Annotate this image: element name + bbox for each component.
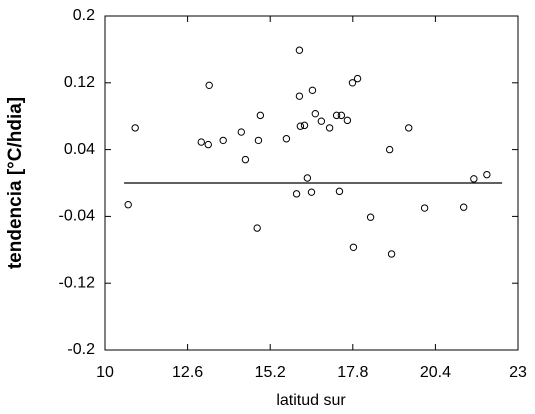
- point: [387, 250, 396, 258]
- point: [337, 111, 346, 120]
- point: [205, 81, 213, 90]
- point: [483, 170, 491, 179]
- point: [405, 124, 413, 132]
- y-tick-label: -0.2: [67, 341, 95, 358]
- point: [459, 203, 468, 211]
- point: [308, 86, 317, 95]
- point: [300, 121, 309, 130]
- point: [197, 138, 205, 146]
- point: [307, 188, 316, 196]
- point: [317, 117, 326, 125]
- point: [204, 140, 212, 149]
- point: [124, 201, 132, 209]
- point: [325, 124, 334, 132]
- point: [348, 79, 357, 87]
- x-tick-label: 12.6: [172, 364, 203, 381]
- point: [253, 224, 261, 232]
- y-axis-label: tendencia [°C/hdia]: [5, 97, 26, 269]
- point: [219, 136, 227, 145]
- point: [349, 243, 358, 251]
- x-tick-label: 15.2: [255, 364, 286, 381]
- point: [282, 135, 291, 143]
- y-tick-label: -0.04: [59, 208, 96, 225]
- point: [256, 111, 265, 120]
- point: [366, 213, 375, 221]
- point: [420, 204, 429, 212]
- point: [311, 109, 320, 118]
- x-tick-label: 20.4: [420, 364, 451, 381]
- plot-frame: [104, 15, 519, 351]
- x-tick-label: 10: [96, 364, 114, 381]
- y-tick-label: 0.2: [73, 7, 95, 24]
- x-tick-label: 17.8: [337, 364, 368, 381]
- y-tick-label: -0.12: [59, 274, 96, 291]
- point: [353, 74, 362, 83]
- point: [303, 174, 312, 182]
- point: [295, 92, 304, 100]
- point: [332, 111, 341, 120]
- x-tick-label: 23: [509, 364, 527, 381]
- point: [237, 128, 245, 136]
- point: [131, 124, 139, 132]
- y-tick-label: 0.12: [64, 74, 95, 91]
- y-tick-label: 0.04: [64, 141, 95, 158]
- point: [295, 46, 304, 54]
- point: [241, 155, 250, 164]
- point: [335, 187, 344, 196]
- point: [470, 175, 478, 183]
- point: [296, 122, 305, 130]
- point: [385, 145, 394, 154]
- point: [292, 190, 301, 198]
- point: [254, 136, 263, 145]
- x-axis-label: latitud sur: [276, 392, 346, 409]
- point: [343, 116, 352, 125]
